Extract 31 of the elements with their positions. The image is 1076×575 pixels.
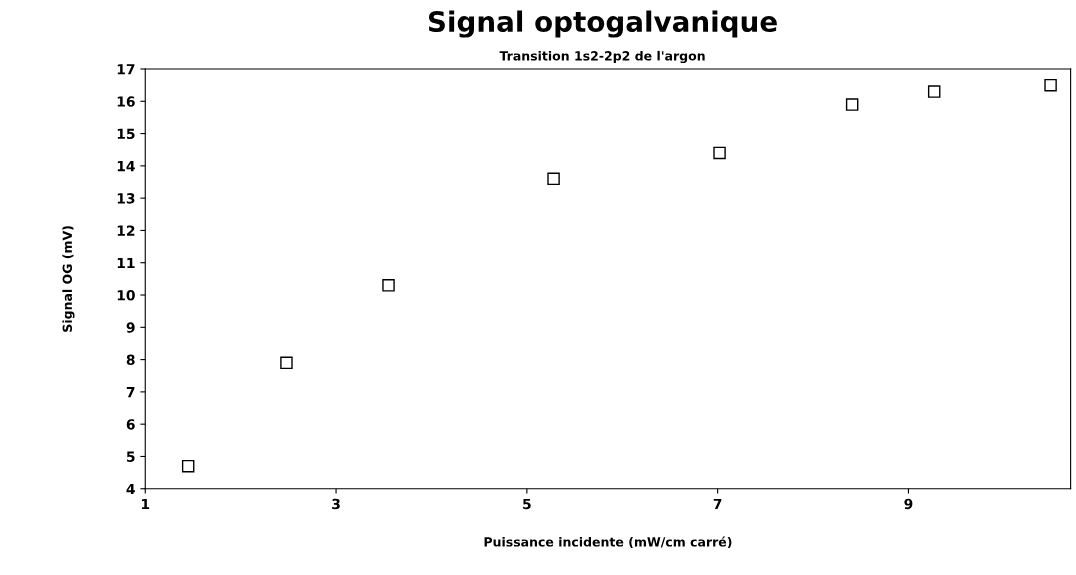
y-tick-label: 10 xyxy=(117,289,135,301)
y-tick-label: 13 xyxy=(117,193,135,204)
y-tick-label: 5 xyxy=(126,451,135,462)
point xyxy=(280,356,293,370)
y-tick-label: 6 xyxy=(126,419,135,430)
x-tick-label: 1 xyxy=(142,498,150,510)
x-axis-title: Puissance incidente (mW/cm carré) xyxy=(484,536,732,549)
x-tick-label: 3 xyxy=(332,498,340,510)
y-axis-title: Signal OG (mV) xyxy=(62,226,75,332)
point xyxy=(181,459,195,473)
y-tick-label: 8 xyxy=(126,354,135,366)
point xyxy=(382,279,395,292)
y-tick-label: 14 xyxy=(117,161,135,172)
chart-title: Signal optogalvanique xyxy=(428,10,777,38)
point xyxy=(547,172,560,186)
chart-subtitle: Transition 1s2-2p2 de l'argon xyxy=(499,50,705,64)
x-tick-label: 9 xyxy=(904,498,913,510)
x-tick-label: 7 xyxy=(713,498,722,510)
point xyxy=(927,85,941,98)
point xyxy=(1044,78,1057,92)
y-tick-label: 16 xyxy=(117,96,135,107)
y-tick-label: 4 xyxy=(126,483,135,495)
y-tick-label: 12 xyxy=(117,225,135,236)
y-tick-label: 15 xyxy=(117,128,135,140)
y-tick-label: 17 xyxy=(117,64,135,75)
point xyxy=(713,146,726,160)
y-tick-label: 9 xyxy=(126,322,135,333)
y-tick-label: 7 xyxy=(126,387,135,398)
y-tick-label: 11 xyxy=(117,257,135,269)
x-tick-label: 5 xyxy=(523,498,531,510)
point xyxy=(845,98,859,111)
